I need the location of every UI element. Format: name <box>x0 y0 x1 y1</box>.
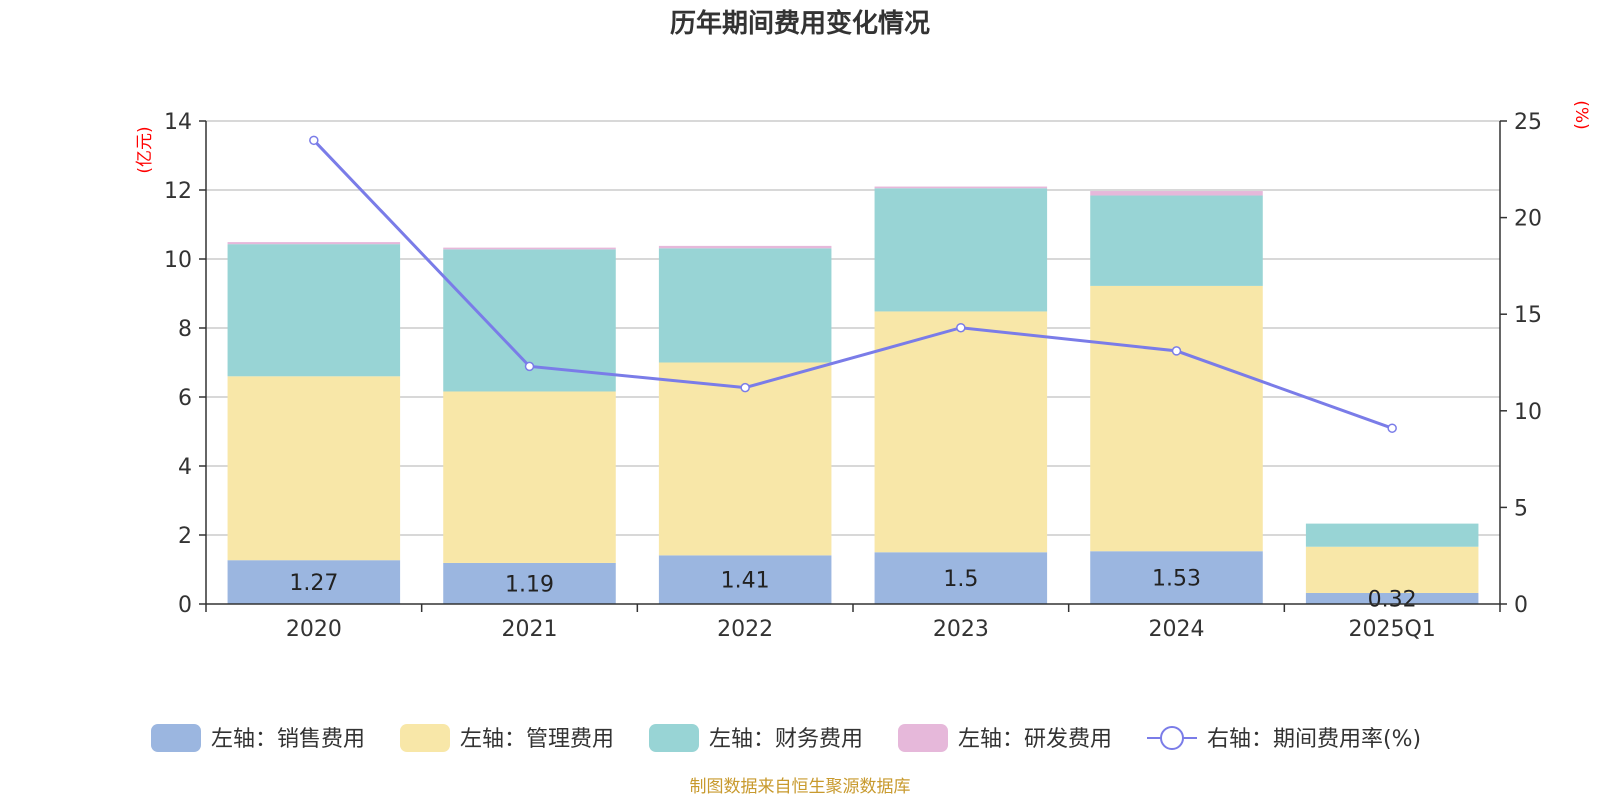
legend-item: 左轴：研发费用 <box>898 724 1112 752</box>
bar-segment <box>874 186 1048 189</box>
bar-segment <box>1305 523 1479 547</box>
bar-series: 1.27 1.19 1.41 1.5 1.53 0.32 <box>227 186 1479 612</box>
legend-label: 左轴：销售费用 <box>211 727 365 752</box>
bar-segment <box>443 247 616 250</box>
rate-point <box>1387 423 1397 433</box>
bar-segment <box>874 188 1048 312</box>
bar-segment <box>874 552 1048 604</box>
bar-segment <box>658 245 832 249</box>
rate-point <box>956 322 966 333</box>
left-axis-unit: (亿元) <box>135 126 155 173</box>
bar-segment <box>443 562 616 604</box>
left-axis: 0 2 4 6 8 10 12 14 <box>164 110 207 618</box>
bar-segment <box>658 555 832 604</box>
bar-segment <box>227 244 401 377</box>
bar-segment <box>658 248 832 363</box>
legend-swatch <box>898 724 948 752</box>
left-tick-label: 0 <box>178 593 192 618</box>
left-tick-label: 2 <box>178 524 192 549</box>
right-tick-label: 20 <box>1514 207 1542 232</box>
bar-segment <box>227 560 401 604</box>
left-tick-label: 14 <box>164 110 192 135</box>
x-tick-label: 2024 <box>1149 617 1205 642</box>
legend-swatch <box>151 724 201 752</box>
x-tick-label: 2022 <box>717 617 773 642</box>
data-label: 0.32 <box>1368 587 1417 612</box>
rate-point <box>740 382 750 393</box>
legend-swatch <box>649 724 699 752</box>
legend-label: 左轴：研发费用 <box>958 727 1112 752</box>
legend-item: 左轴：管理费用 <box>400 724 614 752</box>
source-note: 制图数据来自恒生聚源数据库 <box>690 777 911 797</box>
bar-segment <box>227 376 401 561</box>
left-tick-label: 4 <box>178 455 192 480</box>
right-tick-label: 0 <box>1514 593 1528 618</box>
rate-line-series <box>309 135 1397 433</box>
legend-label: 右轴：期间费用率(%) <box>1207 727 1421 752</box>
bar-segment <box>1305 546 1479 593</box>
legend-item: 左轴：财务费用 <box>649 724 863 752</box>
right-axis-unit: (%) <box>1571 100 1591 129</box>
legend: 左轴：销售费用 左轴：管理费用 左轴：财务费用 左轴：研发费用 右轴：期间费用率(%) <box>151 724 1421 752</box>
legend-item: 左轴：销售费用 <box>151 724 365 752</box>
bar-segment <box>1090 285 1263 552</box>
bar-segment <box>1090 191 1263 196</box>
data-label: 1.41 <box>721 569 770 594</box>
x-tick-label: 2020 <box>286 617 342 642</box>
data-label: 1.19 <box>505 572 554 597</box>
left-tick-label: 10 <box>164 248 192 273</box>
legend-label: 左轴：管理费用 <box>460 727 614 752</box>
right-axis: 0 5 10 15 20 25 <box>1499 110 1542 618</box>
x-tick-label: 2023 <box>933 617 989 642</box>
left-tick-label: 8 <box>178 317 192 342</box>
bar-segment <box>874 311 1048 553</box>
right-tick-label: 5 <box>1514 496 1528 521</box>
right-tick-label: 15 <box>1514 303 1542 328</box>
x-tick-label: 2021 <box>502 617 558 642</box>
chart-title: 历年期间费用变化情况 <box>670 8 930 39</box>
x-tick-label: 2025Q1 <box>1349 617 1436 642</box>
left-tick-label: 6 <box>178 386 192 411</box>
right-tick-label: 10 <box>1514 400 1542 425</box>
x-axis: 2020 2021 2022 2023 2024 2025Q1 <box>205 603 1501 642</box>
legend-item: 右轴：期间费用率(%) <box>1147 726 1421 752</box>
data-label: 1.53 <box>1152 567 1201 592</box>
bar-segment <box>1305 592 1479 604</box>
bar-segment <box>1090 551 1263 604</box>
legend-label: 左轴：财务费用 <box>709 727 863 752</box>
bar-segment <box>1090 195 1263 286</box>
bar-segment <box>443 391 616 563</box>
bar-segment <box>658 362 832 556</box>
legend-marker <box>1160 726 1184 750</box>
legend-swatch <box>400 724 450 752</box>
rate-point <box>309 135 319 146</box>
gridlines <box>206 120 1500 536</box>
right-tick-label: 25 <box>1514 110 1542 135</box>
rate-line <box>312 139 1393 430</box>
left-tick-label: 12 <box>164 179 192 204</box>
data-label: 1.5 <box>943 567 978 592</box>
rate-point <box>524 361 535 372</box>
bar-segment <box>227 242 401 245</box>
data-label: 1.27 <box>289 571 338 596</box>
rate-point <box>1171 346 1182 356</box>
